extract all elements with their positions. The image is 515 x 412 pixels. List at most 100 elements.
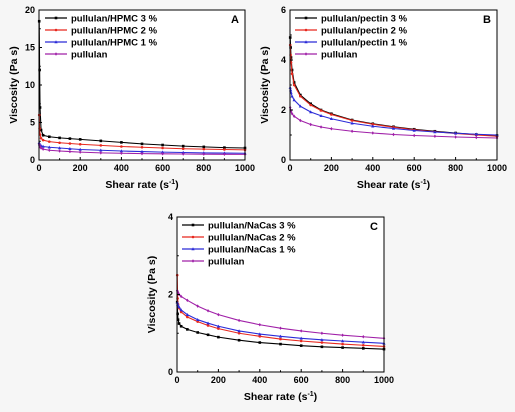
data-point (99, 139, 103, 143)
data-point (290, 94, 294, 98)
data-point (78, 138, 82, 141)
legend-swatch-marker (54, 28, 58, 32)
y-axis-title: Viscosity (Pa s) (8, 46, 20, 123)
data-point (39, 146, 43, 150)
legend-entry: pullulan/HPMC 1 % (45, 37, 158, 48)
y-tick-label: 2 (168, 290, 173, 300)
data-point (176, 318, 180, 321)
data-point (99, 148, 103, 152)
data-point (217, 335, 220, 339)
data-point (454, 135, 457, 139)
data-point (161, 146, 164, 150)
data-point (41, 147, 45, 151)
data-point (341, 333, 344, 337)
x-axis-title-tail: ) (175, 179, 179, 191)
legend-label: pullulan/NaCas 3 % (208, 220, 296, 231)
data-point (258, 341, 262, 344)
data-point (58, 136, 61, 140)
data-point (320, 331, 324, 335)
data-point (68, 149, 72, 154)
x-axis-title: Shear rate (s-1) (357, 179, 430, 191)
plot-area (177, 217, 384, 372)
legend-entry: pullulan/pectin 1 % (295, 37, 408, 48)
legend-label: pullulan/pectin 2 % (321, 25, 408, 36)
data-point (99, 144, 103, 147)
data-point (319, 114, 323, 118)
data-point (309, 122, 312, 127)
legend-entry: pullulan/pectin 3 % (295, 13, 408, 24)
legend-label: pullulan/pectin 1 % (321, 37, 408, 48)
x-tick-label: 1000 (374, 375, 394, 385)
data-point (177, 322, 181, 325)
panel-label: C (370, 221, 378, 233)
data-point (181, 152, 185, 156)
data-point (237, 329, 241, 333)
data-point (350, 121, 354, 125)
data-point (223, 148, 226, 151)
data-point (474, 132, 478, 136)
data-point (68, 137, 72, 140)
data-point (41, 138, 45, 142)
y-tick-label: 6 (281, 5, 286, 15)
x-axis-title-sup: -1 (307, 391, 313, 398)
data-point (161, 150, 165, 154)
y-axis-title: Viscosity (Pa s) (146, 256, 158, 333)
data-point (68, 147, 72, 151)
data-point (412, 128, 416, 132)
legend-entry: pullulan/NaCas 3 % (182, 220, 296, 231)
data-point (223, 152, 226, 156)
x-tick-label: 1000 (487, 163, 507, 173)
data-point (320, 341, 324, 344)
data-point (186, 315, 189, 319)
legend-label: pullulan/NaCas 1 % (208, 244, 296, 255)
data-point (48, 140, 51, 143)
data-point (299, 339, 303, 343)
data-point (78, 142, 82, 146)
x-tick-label: 200 (324, 163, 339, 173)
data-point (181, 150, 185, 154)
legend-label: pullulan (321, 49, 358, 60)
legend-swatch-marker (191, 223, 195, 227)
legend-swatch-marker (191, 259, 195, 263)
data-point (362, 335, 365, 339)
legend-swatch-marker (191, 247, 195, 251)
y-axis-title: Viscosity (Pa s) (259, 46, 271, 123)
legend-entry: pullulan/HPMC 2 % (45, 25, 158, 36)
data-point (41, 133, 45, 137)
data-point (433, 134, 437, 138)
plot-area (39, 10, 245, 160)
data-point (161, 143, 164, 147)
data-point (39, 136, 43, 140)
data-point (278, 334, 283, 338)
y-tick-label: 0 (281, 155, 286, 165)
x-axis-title-sup: -1 (420, 179, 426, 186)
data-point (341, 342, 344, 346)
y-tick-label: 5 (30, 118, 35, 128)
x-tick-label: 800 (448, 163, 463, 173)
data-point (120, 141, 123, 144)
y-tick-label: 2 (281, 105, 286, 115)
data-point (181, 147, 185, 151)
data-point (179, 294, 183, 299)
chart-panel-a: 0 200 400 600 800 1000 0 5 10 15 20 Shear rate (s-1… (8, 5, 255, 191)
legend-label: pullulan/HPMC 2 % (71, 25, 158, 36)
legend-label: pullulan/HPMC 1 % (71, 37, 158, 48)
data-point (292, 114, 296, 118)
data-point (309, 103, 313, 107)
data-point (140, 149, 144, 153)
data-point (292, 98, 296, 102)
y-tick-label: 20 (25, 5, 35, 15)
data-point (39, 128, 43, 132)
y-tick-label: 0 (30, 155, 35, 165)
data-point (186, 298, 189, 303)
data-point (258, 335, 262, 338)
x-tick-label: 400 (365, 163, 380, 173)
data-point (309, 110, 313, 114)
legend-label: pullulan/HPMC 3 % (71, 13, 158, 24)
chart-panel-c: 0 200 400 600 800 1000 0 2 4 Shear rate (s-1) Visc… (146, 212, 394, 403)
legend-entry: pullulan (182, 256, 245, 267)
data-point (78, 150, 82, 154)
data-point (176, 312, 179, 316)
x-tick-label: 600 (407, 163, 422, 173)
